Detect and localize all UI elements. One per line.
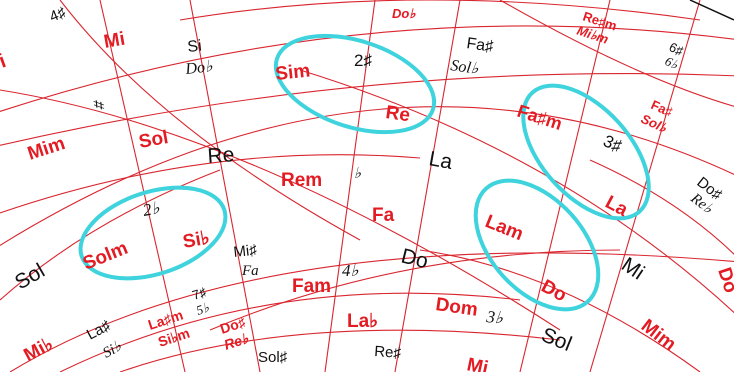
key-label: i	[0, 50, 9, 73]
note-label: Sol	[538, 323, 575, 356]
diagonal-line	[299, 69, 734, 314]
key-label: Fa	[372, 205, 395, 226]
signature-label: 2♯	[354, 51, 372, 70]
note-label: Re	[207, 143, 235, 168]
key-label: Do♯	[218, 313, 248, 336]
note-label: Do	[399, 245, 431, 274]
note-label: La♯	[84, 317, 114, 344]
arc-line	[0, 25, 734, 113]
note-label: Sol♯	[258, 349, 288, 366]
key-label: Rem	[281, 170, 322, 191]
arc-line	[119, 329, 561, 372]
arc-line	[0, 106, 734, 247]
signature-label: 5♭	[194, 299, 211, 317]
key-label: Fam	[292, 276, 331, 297]
diagonal-line	[589, 159, 734, 255]
signature-label: 4♯	[47, 4, 69, 26]
key-label: Dom	[434, 294, 479, 321]
radial-line	[394, 0, 461, 372]
radial-line	[589, 0, 701, 372]
highlight-ellipse-sim-re	[273, 33, 437, 135]
radial-line	[324, 0, 376, 372]
signature-label: ♭	[354, 166, 362, 182]
highlight-ellipse-solm-sib	[78, 185, 228, 281]
note-label: Do♭	[184, 58, 214, 78]
signature-label: 4♭	[342, 261, 360, 280]
note-label: Fa	[241, 263, 259, 279]
key-label: Lam	[482, 211, 526, 245]
key-label: Re♭	[222, 330, 251, 353]
key-label: Sol	[137, 127, 170, 153]
arc-line	[179, 0, 701, 21]
diagonal-line	[59, 0, 361, 241]
note-label: Sol♭	[449, 57, 480, 78]
key-label: Sim	[274, 60, 311, 85]
highlight-ellipse-lam-do	[473, 178, 601, 312]
arc-line	[0, 154, 421, 214]
note-label: Si♭	[100, 338, 125, 361]
key-label: Do	[713, 265, 734, 296]
highlight-ellipse-fasm-la	[521, 83, 651, 221]
diagonal-line	[0, 169, 221, 301]
diagonal-line	[0, 89, 561, 331]
arc-line	[9, 252, 734, 372]
diagonal-line	[419, 249, 701, 372]
note-label: Si	[187, 38, 203, 56]
note-label: Mi♯	[233, 242, 258, 261]
key-label: Si♭	[181, 228, 211, 253]
key-label: Mi	[102, 29, 126, 53]
signature-label: 3♯	[600, 131, 625, 156]
signature-label: 7♯	[190, 284, 208, 303]
note-label: La	[427, 147, 454, 174]
arc-line	[59, 292, 521, 372]
key-label: Solm	[80, 238, 131, 275]
key-label: Fa♯m	[515, 101, 565, 134]
key-label: Mi	[465, 354, 490, 372]
note-label: Fa♯	[465, 35, 494, 56]
note-label: Re♯	[374, 343, 402, 362]
diagonal-line	[499, 0, 734, 107]
signature-label: 6♯	[667, 39, 686, 59]
diagonal-line	[209, 249, 621, 331]
signature-label: 3♭	[485, 307, 505, 328]
key-label: Mi♭	[20, 334, 56, 367]
radial-line	[189, 0, 261, 372]
highlights	[78, 33, 651, 312]
key-label: Mim	[637, 315, 680, 355]
arc-line	[0, 73, 734, 146]
signature-label: 2♭	[141, 198, 162, 220]
key-label: Re	[384, 102, 411, 126]
key-label: Do♭	[392, 6, 416, 21]
note-label: Mi	[617, 253, 648, 284]
corner-line	[689, 0, 734, 21]
key-label: La♭	[347, 311, 378, 332]
